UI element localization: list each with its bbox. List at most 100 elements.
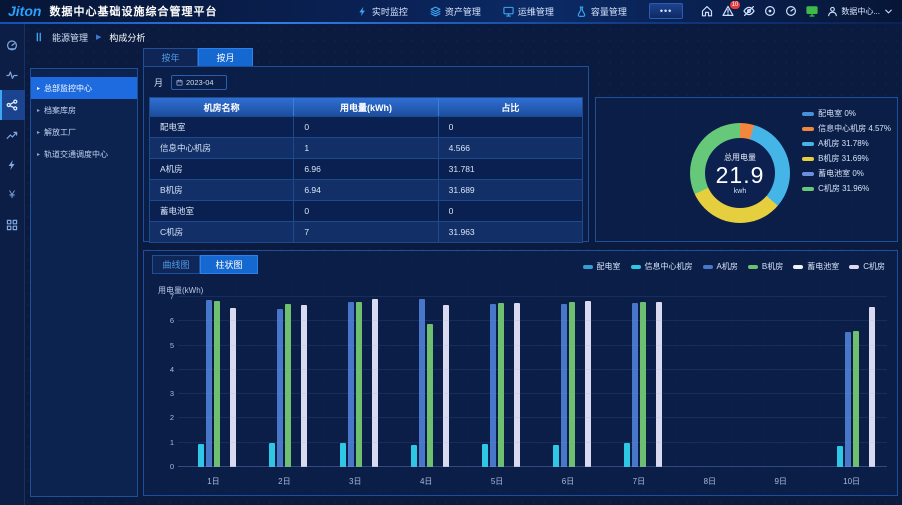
rail-item-dashboard[interactable] [0, 30, 25, 60]
tab-line-chart[interactable]: 曲线图 [152, 255, 200, 274]
donut-legend-item[interactable]: A机房 31.78% [802, 138, 891, 149]
table-row: A机房 6.96 31.781 [150, 158, 582, 179]
bar-A机房 [631, 303, 638, 467]
tab-by-year[interactable]: 按年 [143, 48, 198, 67]
x-tick-label: 9日 [774, 477, 787, 486]
home-icon[interactable] [701, 5, 713, 17]
tab-by-month[interactable]: 按月 [198, 48, 253, 67]
donut-legend-item[interactable]: C机房 31.96% [802, 183, 891, 194]
chevron-down-icon[interactable] [883, 6, 894, 17]
room-name-cell: B机房 [150, 180, 295, 200]
rail-item-analysis[interactable] [0, 90, 25, 120]
legend-swatch [582, 264, 593, 269]
sidebar-item-label: 总部监控中心 [44, 83, 93, 93]
legend-swatch [802, 186, 815, 191]
bar-C机房 [584, 301, 591, 467]
legend-swatch [630, 264, 641, 269]
bar-legend-item[interactable]: 信息中心机房 [630, 261, 693, 272]
y-tick-label: 1 [169, 437, 174, 447]
donut-center-value: 21.9 [715, 161, 765, 188]
bar-group [320, 297, 391, 467]
room-name-cell: 配电室 [150, 117, 295, 137]
sidebar-item-2[interactable]: ▸ 解放工厂 [31, 121, 137, 143]
donut-legend-item[interactable]: 配电室 0% [802, 108, 891, 119]
sidebar-item-0[interactable]: ▸ 总部监控中心 [31, 77, 137, 99]
bar-legend-item[interactable]: A机房 [702, 261, 738, 272]
trend-icon [6, 129, 18, 141]
legend-swatch [747, 264, 758, 269]
kwh-cell: 6.96 [294, 159, 439, 179]
rail-item-pulse[interactable] [0, 60, 25, 90]
month-filter-label: 月 [154, 78, 164, 88]
bar-B机房 [427, 323, 434, 467]
bar-信息中心机房 [552, 444, 559, 467]
legend-swatch [802, 156, 815, 161]
donut-legend-item[interactable]: 蓄电池室 0% [802, 168, 891, 179]
breadcrumb-root[interactable]: 能源管理 [52, 32, 89, 43]
bar-B机房 [852, 331, 859, 467]
y-tick-label: 5 [169, 340, 174, 350]
topbar-accent-line [0, 22, 902, 24]
bar-groups [178, 297, 887, 467]
analysis-icon [6, 99, 18, 111]
ratio-cell: 0 [448, 206, 454, 216]
donut-center-unit: kwh [733, 187, 747, 195]
nav-item-label: 资产管理 [444, 6, 481, 17]
user-menu[interactable]: 数据中心... [827, 6, 894, 17]
legend-label: 配电室 0% [818, 109, 856, 118]
gridline [178, 344, 887, 346]
donut-legend-item[interactable]: B机房 31.69% [802, 153, 891, 164]
bar-group [391, 297, 462, 467]
menu-icon[interactable] [34, 31, 44, 43]
record-icon[interactable] [764, 5, 776, 17]
gauge-icon[interactable] [785, 5, 797, 17]
bar-chart-legend: 配电室 信息中心机房 A机房 B机房 蓄电池室 C机房 [582, 261, 885, 272]
room-name-cell: C机房 [150, 222, 295, 242]
screen-icon[interactable] [806, 5, 818, 17]
sidebar-item-3[interactable]: ▸ 轨道交通调度中心 [31, 143, 137, 165]
nav-item-0[interactable]: 实时监控 [357, 5, 408, 18]
bar-legend-item[interactable]: B机房 [747, 261, 783, 272]
breadcrumb: 能源管理 ▶ 构成分析 [34, 28, 145, 46]
user-icon [827, 6, 838, 17]
nav-item-2[interactable]: 运维管理 [503, 5, 554, 18]
top-nav: 实时监控 资产管理 运维管理 容量管理 ••• [357, 3, 684, 19]
bar-legend-item[interactable]: C机房 [849, 261, 885, 272]
nav-item-1[interactable]: 资产管理 [430, 5, 481, 18]
legend-label: A机房 31.78% [818, 139, 869, 148]
legend-label: C机房 [863, 262, 885, 271]
nav-item-4[interactable]: ••• [648, 3, 684, 19]
eye-off-icon[interactable] [743, 5, 755, 17]
month-picker-input[interactable]: 2023-04 [171, 75, 228, 90]
rail-item-energy[interactable] [0, 150, 25, 180]
legend-label: B机房 31.69% [818, 154, 869, 163]
bar-C机房 [514, 302, 521, 467]
kwh-cell: 0 [294, 201, 439, 221]
bar-legend-item[interactable]: 配电室 [582, 261, 621, 272]
rail-item-apps[interactable] [0, 210, 25, 240]
chart-type-tabs: 曲线图 柱状图 [152, 255, 258, 274]
gridline [178, 296, 887, 297]
alarm-icon[interactable]: 10 [722, 1, 741, 17]
table-row: C机房 7 31.963 [150, 221, 582, 242]
rail-item-cost[interactable]: ¥ [0, 180, 25, 210]
rail-item-trend[interactable] [0, 120, 25, 150]
legend-swatch [802, 141, 815, 146]
nav-item-3[interactable]: 容量管理 [576, 5, 627, 18]
energy-icon [6, 159, 18, 171]
layers-icon [430, 6, 441, 17]
nav-item-label: 实时监控 [371, 6, 408, 17]
room-name-cell: A机房 [150, 159, 295, 179]
daily-chart-panel: 曲线图 柱状图 配电室 信息中心机房 A机房 B机房 蓄电池室 C机房 用电量(kWh) … [143, 250, 898, 496]
alarm-badge: 10 [729, 1, 741, 9]
tree-arrow-icon: ▸ [37, 85, 41, 92]
bar-A机房 [277, 308, 284, 467]
donut-legend-item[interactable]: 信息中心机房 4.57% [802, 123, 891, 134]
bar-legend-item[interactable]: 蓄电池室 [793, 261, 839, 272]
tree-arrow-icon: ▸ [37, 129, 41, 136]
tab-bar-chart[interactable]: 柱状图 [200, 255, 258, 274]
tree-arrow-icon: ▸ [37, 107, 41, 114]
sidebar-item-1[interactable]: ▸ 档案库房 [31, 99, 137, 121]
bar-B机房 [356, 302, 363, 467]
breadcrumb-separator-icon: ▶ [96, 34, 102, 41]
